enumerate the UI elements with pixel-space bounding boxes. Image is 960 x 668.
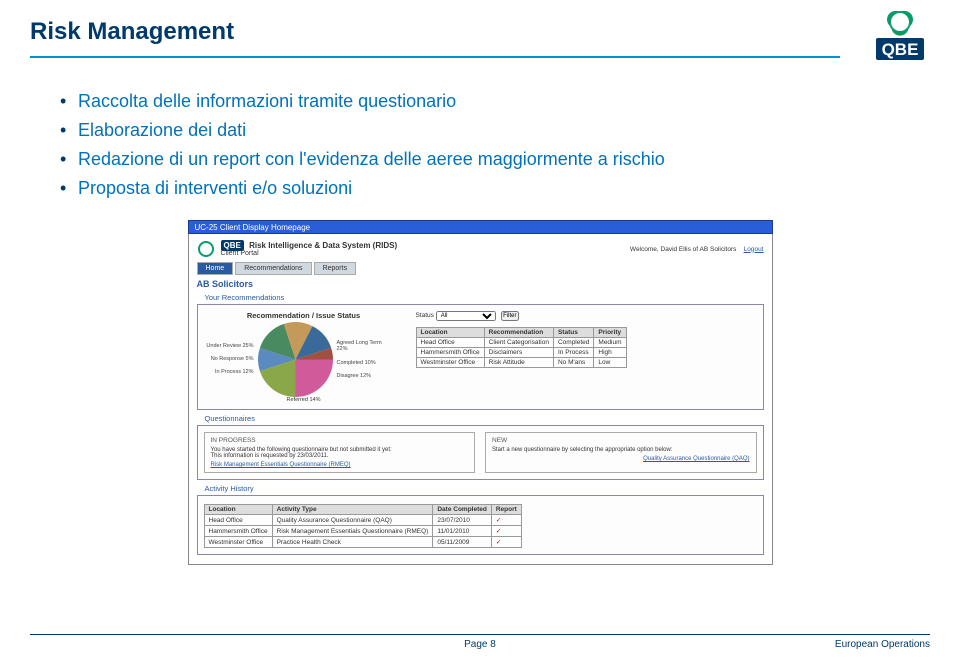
filter-button[interactable]: Filter [501,311,518,321]
logout-link[interactable]: Logout [744,246,764,253]
portal-logo-icon [197,240,215,258]
pie-labels-right: Agreed Long Term 22% Completed 10% Disag… [337,340,387,380]
table-row: Head OfficeQuality Assurance Questionnai… [204,515,521,526]
portal-name-2: Client Portal [221,250,398,257]
portal-nav: Home Recommendations Reports [197,262,764,275]
recommendations-table: Location Recommendation Status Priority … [416,327,627,368]
portal-header: QBE Risk Intelligence & Data System (RID… [197,240,764,258]
section-activity: Activity History [205,484,764,493]
activity-box: Location Activity Type Date Completed Re… [197,495,764,555]
section-questionnaires: Questionnaires [205,414,764,423]
bullet-item: Elaborazione dei dati [60,117,930,144]
footer-brand: European Operations [835,639,930,650]
window-title-bar: UC-25 Client Display Homepage [188,220,773,234]
bullet-item: Redazione di un report con l'evidenza de… [60,146,930,173]
pie-labels-left: Under Review 25% No Response 5% In Proce… [204,343,254,376]
portal-name-1: Risk Intelligence & Data System (RIDS) [249,241,397,250]
bullet-item: Raccolta delle informazioni tramite ques… [60,88,930,115]
qaq-link[interactable]: Quality Assurance Questionnaire (QAQ) [492,456,750,462]
tab-reports[interactable]: Reports [314,262,357,275]
portal-body: QBE Risk Intelligence & Data System (RID… [188,234,773,565]
filter-row: Status All Filter [416,311,757,321]
rmeq-link[interactable]: Risk Management Essentials Questionnaire… [211,462,469,468]
recommendations-box: Recommendation / Issue Status Under Revi… [197,304,764,410]
rec-table-column: Status All Filter Location Recommendatio… [416,311,757,368]
tab-home[interactable]: Home [197,262,234,275]
portal-screenshot: UC-25 Client Display Homepage QBE Risk I… [188,220,773,565]
welcome-text: Welcome, David Ellis of AB Solicitors [630,246,736,253]
chart-column: Recommendation / Issue Status Under Revi… [204,311,404,403]
tab-recommendations[interactable]: Recommendations [235,262,311,275]
page-title: Risk Management [30,18,840,58]
client-name: AB Solicitors [197,279,764,289]
logo-text: QBE [882,40,919,59]
bullet-list: Raccolta delle informazioni tramite ques… [60,88,930,202]
qbe-logo: QBE [870,10,930,70]
pie-label-referred: Referred 14% [204,397,404,403]
section-recommendations: Your Recommendations [205,293,764,302]
pie-chart [258,322,333,397]
table-row: Hammersmith OfficeDisclaimersIn ProcessH… [416,348,626,358]
questionnaires-box: IN PROGRESS You have started the followi… [197,425,764,480]
q-new: NEW Start a new questionnaire by selecti… [485,432,757,473]
slide-footer: Page 8 European Operations [30,634,930,650]
table-row: Westminster OfficeRisk AttitudeNo M'ansL… [416,358,626,368]
q-in-progress: IN PROGRESS You have started the followi… [204,432,476,473]
page-number: Page 8 [464,639,496,650]
chart-title: Recommendation / Issue Status [204,311,404,320]
status-select[interactable]: All [436,311,496,321]
slide-page: QBE Risk Management Raccolta delle infor… [0,0,960,668]
activity-table: Location Activity Type Date Completed Re… [204,504,522,548]
table-row: Hammersmith OfficeRisk Management Essent… [204,526,521,537]
table-row: Head OfficeClient CategorisationComplete… [416,338,626,348]
table-row: Westminster OfficePractice Health Check0… [204,537,521,548]
bullet-item: Proposta di interventi e/o soluzioni [60,175,930,202]
